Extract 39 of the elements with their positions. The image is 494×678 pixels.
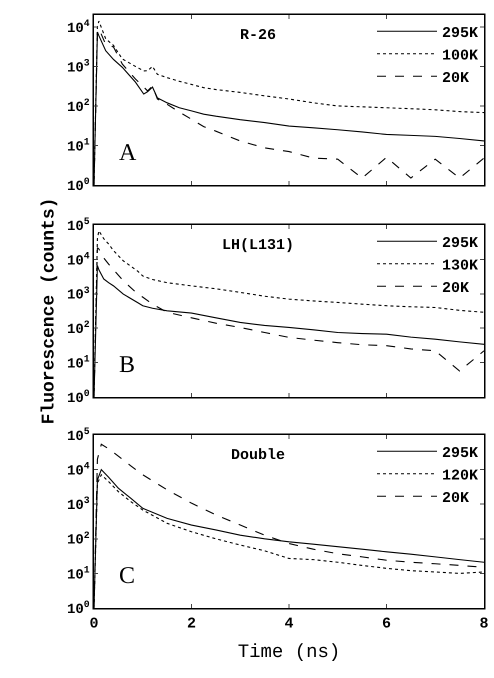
legend-label: 20K	[442, 280, 470, 298]
y-tick-label: 10$^{5}$	[66, 426, 90, 445]
legend-label: 130K	[442, 258, 478, 275]
y-tick-label: 10$^{2}$	[66, 319, 90, 338]
x-tick-label: 4	[284, 616, 294, 632]
legend-label: 120K	[442, 468, 478, 485]
text: Double	[231, 447, 286, 464]
legend-label: 100K	[442, 48, 478, 65]
y-tick-label: 10$^{3}$	[66, 284, 90, 304]
legend-label: 20K	[442, 490, 470, 508]
y-tick-label: 10$^{4}$	[66, 18, 90, 37]
x-tick-label: 6	[382, 616, 392, 632]
annotation: A	[119, 140, 137, 166]
annotation: C	[119, 563, 136, 589]
annotation: B	[119, 352, 136, 378]
text: R-26	[240, 27, 276, 44]
y-tick-label: 10$^{4}$	[66, 460, 90, 480]
x-tick-label: 2	[186, 616, 196, 632]
y-tick-label: 10$^{1}$	[66, 136, 90, 156]
y-tick-label: 10$^{0}$	[66, 388, 90, 407]
y-tick-label: 10$^{1}$	[66, 354, 90, 372]
y-tick-label: 10$^{2}$	[66, 530, 90, 549]
y-tick-label: 10$^{0}$	[66, 599, 90, 618]
y-tick-label: 10$^{3}$	[66, 495, 90, 514]
y-tick-label: 10$^{3}$	[66, 57, 90, 76]
legend-label: 20K	[442, 70, 470, 88]
legend-label: 295K	[442, 25, 478, 42]
y-tick-label: 10$^{2}$	[66, 96, 90, 116]
y-tick-label: 10$^{0}$	[66, 176, 90, 195]
y-tick-label: 10$^{1}$	[66, 564, 90, 584]
legend-label: 295K	[442, 445, 478, 462]
x-tick-label: 0	[89, 616, 99, 632]
y-tick-label: 10$^{4}$	[66, 250, 90, 270]
text: LH(L131)	[222, 237, 294, 254]
x-axis-title: Time (ns)	[238, 641, 340, 664]
y-tick-label: 10$^{5}$	[66, 216, 90, 235]
x-tick-label: 8	[479, 616, 489, 632]
y-axis-title: Fluorescence (counts)	[39, 198, 60, 424]
legend-label: 295K	[442, 235, 478, 252]
